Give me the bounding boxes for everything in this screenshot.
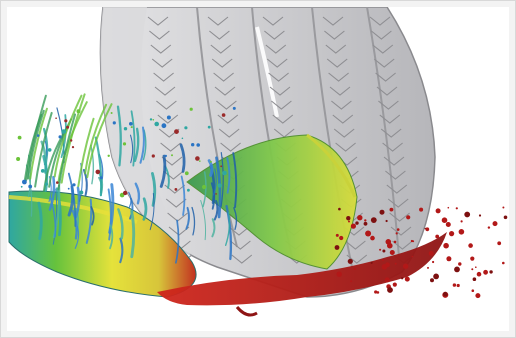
image-canvas <box>7 7 509 331</box>
red-water-film <box>157 232 447 317</box>
blue-spray-streaks <box>24 93 238 264</box>
spray-droplets <box>16 106 508 299</box>
simulation-illustration <box>8 7 508 317</box>
